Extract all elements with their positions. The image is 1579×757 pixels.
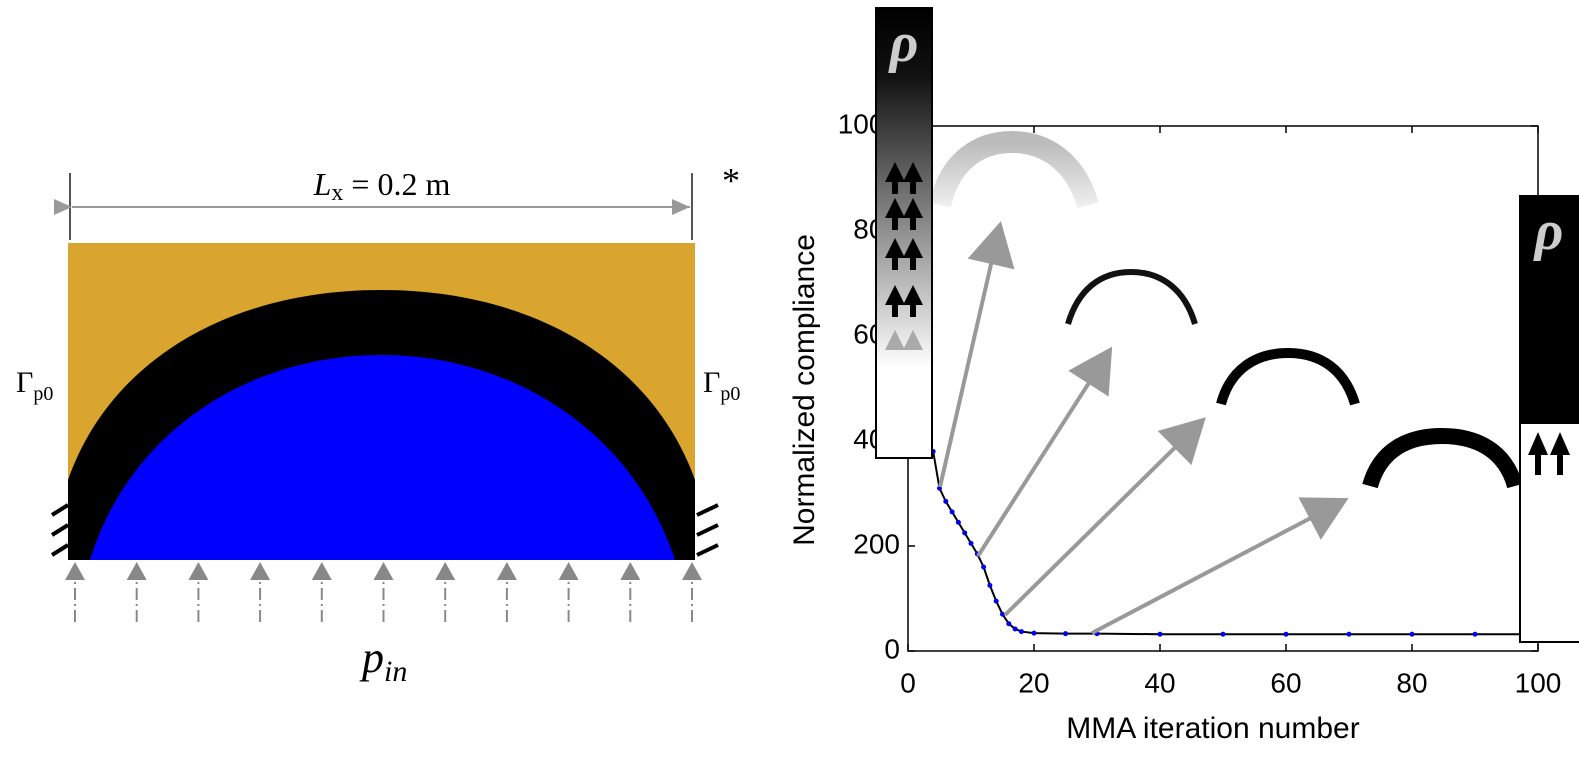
- point: [943, 498, 949, 504]
- boundary-sub: p0: [720, 383, 740, 405]
- point: [1409, 631, 1415, 637]
- length-symbol: L: [313, 166, 332, 202]
- boundary-symbol: Γ: [16, 366, 33, 399]
- point: [962, 530, 968, 536]
- point: [1220, 631, 1226, 637]
- boundary-sub: p0: [33, 383, 53, 405]
- point: [1063, 631, 1068, 637]
- compliance-line: [932, 451, 1538, 636]
- star: *: [722, 160, 740, 200]
- point: [981, 564, 987, 570]
- point: [1006, 621, 1012, 627]
- point: [949, 509, 955, 515]
- snapshot: [929, 130, 1099, 209]
- length-value: = 0.2 m: [351, 166, 450, 202]
- x-tick-label: 80: [1396, 667, 1427, 698]
- colorbar-left: ρ: [875, 7, 933, 459]
- point: [955, 519, 961, 525]
- point: [968, 540, 974, 546]
- x-tick-label: 60: [1270, 667, 1301, 698]
- colorbar-right: ρ: [1519, 195, 1579, 643]
- point: [1346, 631, 1352, 637]
- point: [1031, 630, 1037, 636]
- pressure-symbol: p: [359, 633, 384, 682]
- pressure-label: pin: [359, 633, 407, 688]
- x-tick-label: 0: [900, 667, 916, 698]
- snapshot: [1216, 347, 1360, 406]
- x-tick-label: 40: [1144, 667, 1175, 698]
- point: [1012, 626, 1018, 632]
- x-axis-label: MMA iteration number: [1066, 712, 1359, 745]
- x-tick-label: 20: [1018, 667, 1049, 698]
- length-sub: x: [331, 180, 343, 206]
- colorbar-symbol: ρ: [1533, 200, 1564, 262]
- snapshot: [1065, 268, 1198, 325]
- boundary-label-left: Γp0: [16, 366, 53, 405]
- point: [1018, 629, 1024, 635]
- colorbar-symbol: ρ: [888, 12, 919, 74]
- length-label: Lx = 0.2 m: [313, 166, 451, 205]
- point: [1000, 611, 1005, 617]
- point: [993, 598, 999, 604]
- boundary-symbol: Γ: [703, 366, 720, 399]
- point: [1157, 631, 1163, 637]
- snapshot: [1362, 427, 1523, 489]
- point: [1472, 631, 1478, 637]
- pressure-sub: in: [384, 655, 407, 688]
- point: [1283, 631, 1289, 637]
- fluid: [90, 355, 675, 560]
- boundary-label-right: Γp0: [703, 366, 740, 405]
- domain-diagram: Lx = 0.2 m * Γp0 Γp0 pin: [16, 160, 740, 688]
- y-tick-label: 0: [884, 633, 900, 664]
- y-tick-label: 200: [853, 528, 900, 559]
- x-tick-label: 100: [1515, 667, 1562, 698]
- point: [987, 582, 993, 588]
- y-axis-label: Normalized compliance: [788, 234, 821, 546]
- snapshots: [929, 130, 1523, 635]
- plot: 02040608010002004006008001000MMA iterati…: [788, 108, 1561, 745]
